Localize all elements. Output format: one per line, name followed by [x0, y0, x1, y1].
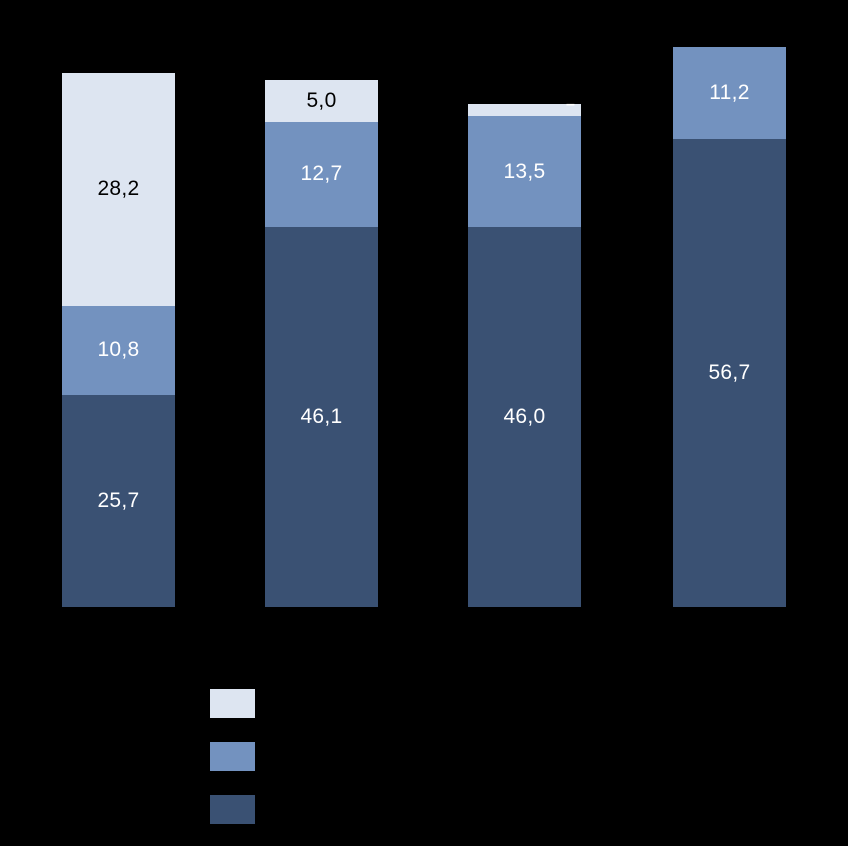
- bar-2-segment-top-light-blue-series: 5,0: [265, 80, 378, 122]
- bar-4-segment-bottom-dark-blue-series: 56,7: [673, 139, 786, 607]
- legend-swatch-3: [210, 795, 255, 824]
- dash-annotation: –: [566, 96, 575, 113]
- bar-1-value-label: 25,7: [97, 488, 140, 512]
- bar-2-value-label: 5,0: [306, 89, 337, 113]
- bar-4-value-label: 11,2: [709, 80, 750, 104]
- bar-2-value-label: 46,1: [300, 404, 343, 428]
- bar-2-segment-bottom-dark-blue-series: 46,1: [265, 226, 378, 607]
- bar-1-value-label: 10,8: [97, 338, 140, 362]
- legend-swatch-1: [210, 689, 255, 718]
- bar-1-segment-middle-medium-blue-series: 10,8: [62, 305, 175, 395]
- bar-1-segment-bottom-dark-blue-series: 25,7: [62, 394, 175, 607]
- bar-2-value-label: 12,7: [300, 162, 343, 186]
- bar-4-segment-middle-medium-blue-series: 11,2: [673, 46, 786, 140]
- legend-swatch-2: [210, 742, 255, 771]
- bar-3-value-label: 13,5: [503, 159, 546, 183]
- bar-3-segment-top-light-blue-series: [468, 103, 581, 116]
- bar-1-segment-top-light-blue-series: 28,2: [62, 72, 175, 306]
- bar-3-segment-bottom-dark-blue-series: 46,0: [468, 227, 581, 607]
- bar-1-value-label: 28,2: [97, 177, 140, 201]
- bar-4-value-label: 56,7: [708, 361, 751, 384]
- bar-3-value-label: 46,0: [503, 405, 546, 429]
- bar-3-segment-middle-medium-blue-series: 13,5: [468, 115, 581, 228]
- bar-2-segment-middle-medium-blue-series: 12,7: [265, 121, 378, 227]
